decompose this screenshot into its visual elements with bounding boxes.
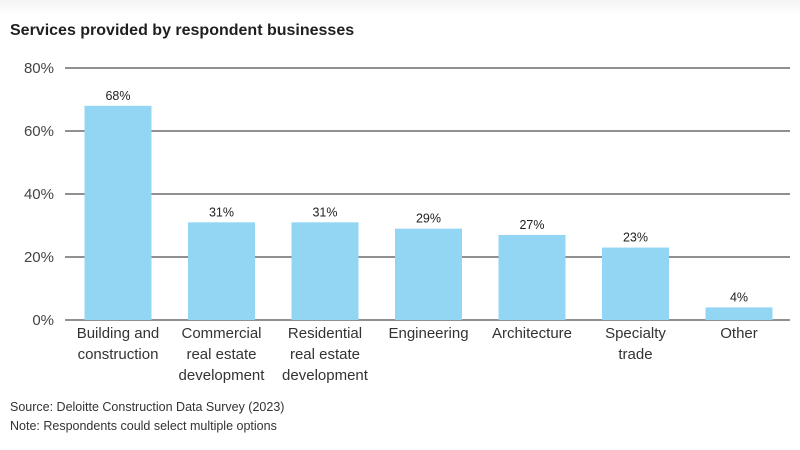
x-tick-label: Building and construction xyxy=(77,325,160,363)
x-tick-label: Architecture xyxy=(492,325,572,342)
x-tick-label: Commercial real estate development xyxy=(179,325,266,384)
x-tick-label: Engineering xyxy=(388,325,468,342)
x-tick-label: Other xyxy=(720,325,758,342)
data-label: 23% xyxy=(623,231,648,245)
x-tick-label: Specialty trade xyxy=(605,325,666,363)
top-strip xyxy=(0,0,800,14)
data-label: 68% xyxy=(105,89,130,103)
bar xyxy=(705,307,773,320)
x-tick-label: Residential real estate development xyxy=(282,325,369,384)
y-tick-label: 80% xyxy=(24,60,54,77)
y-tick-label: 40% xyxy=(24,186,54,203)
labels: 0% 20% 40% 60% 80% 68% Building and constructio… xyxy=(24,60,758,384)
source-note: Source: Deloitte Construction Data Surve… xyxy=(10,400,285,414)
y-tick-label: 60% xyxy=(24,123,54,140)
y-tick-label: 0% xyxy=(32,312,54,329)
data-label: 31% xyxy=(209,205,234,219)
bar xyxy=(84,105,152,320)
data-label: 27% xyxy=(519,218,544,232)
bar xyxy=(498,234,566,320)
bar xyxy=(291,222,359,320)
data-label: 31% xyxy=(312,205,337,219)
bar xyxy=(188,222,255,320)
bars xyxy=(84,105,773,320)
data-label: 29% xyxy=(416,212,441,226)
y-tick-label: 20% xyxy=(24,249,54,266)
chart-title: Services provided by respondent business… xyxy=(10,22,355,39)
methodology-note: Note: Respondents could select multiple … xyxy=(10,419,277,433)
data-label: 4% xyxy=(730,290,748,304)
bar xyxy=(602,247,669,320)
bar xyxy=(395,228,462,320)
